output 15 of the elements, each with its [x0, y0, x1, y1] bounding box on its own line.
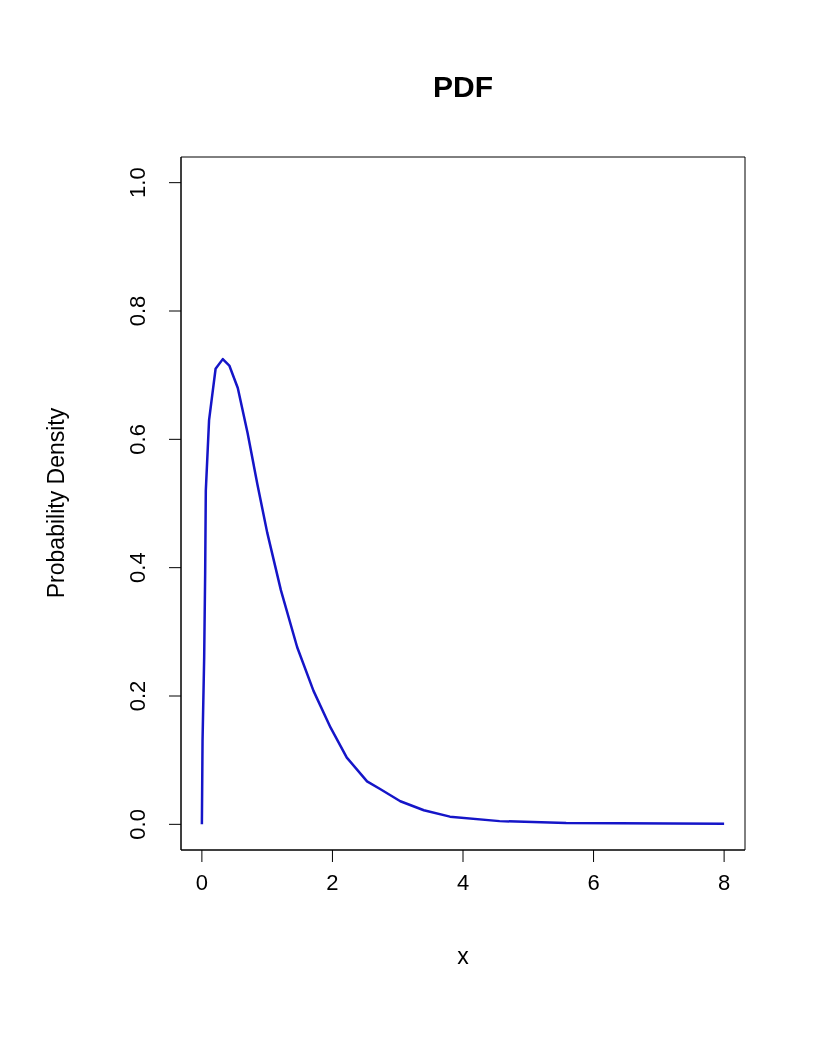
y-tick-label: 0.0 — [125, 809, 150, 840]
y-tick-label: 0.2 — [125, 680, 150, 712]
y-axis-title: Probability Density — [42, 407, 70, 599]
y-tick-label: 0.6 — [125, 424, 150, 455]
chart-title: PDF — [432, 70, 494, 104]
line-series — [200, 357, 726, 826]
x-tick-label: 4 — [456, 869, 470, 895]
x-tick-label: 2 — [326, 869, 339, 895]
x-tick-label: 8 — [717, 869, 731, 895]
x-tick-label: 6 — [587, 869, 600, 895]
y-tick-label: 0.4 — [125, 552, 150, 583]
x-axis-title: x — [456, 943, 470, 970]
x-tick-label: 0 — [195, 869, 209, 895]
y-tick-label: 0.8 — [125, 295, 150, 327]
y-tick-label: 1.0 — [125, 167, 150, 198]
